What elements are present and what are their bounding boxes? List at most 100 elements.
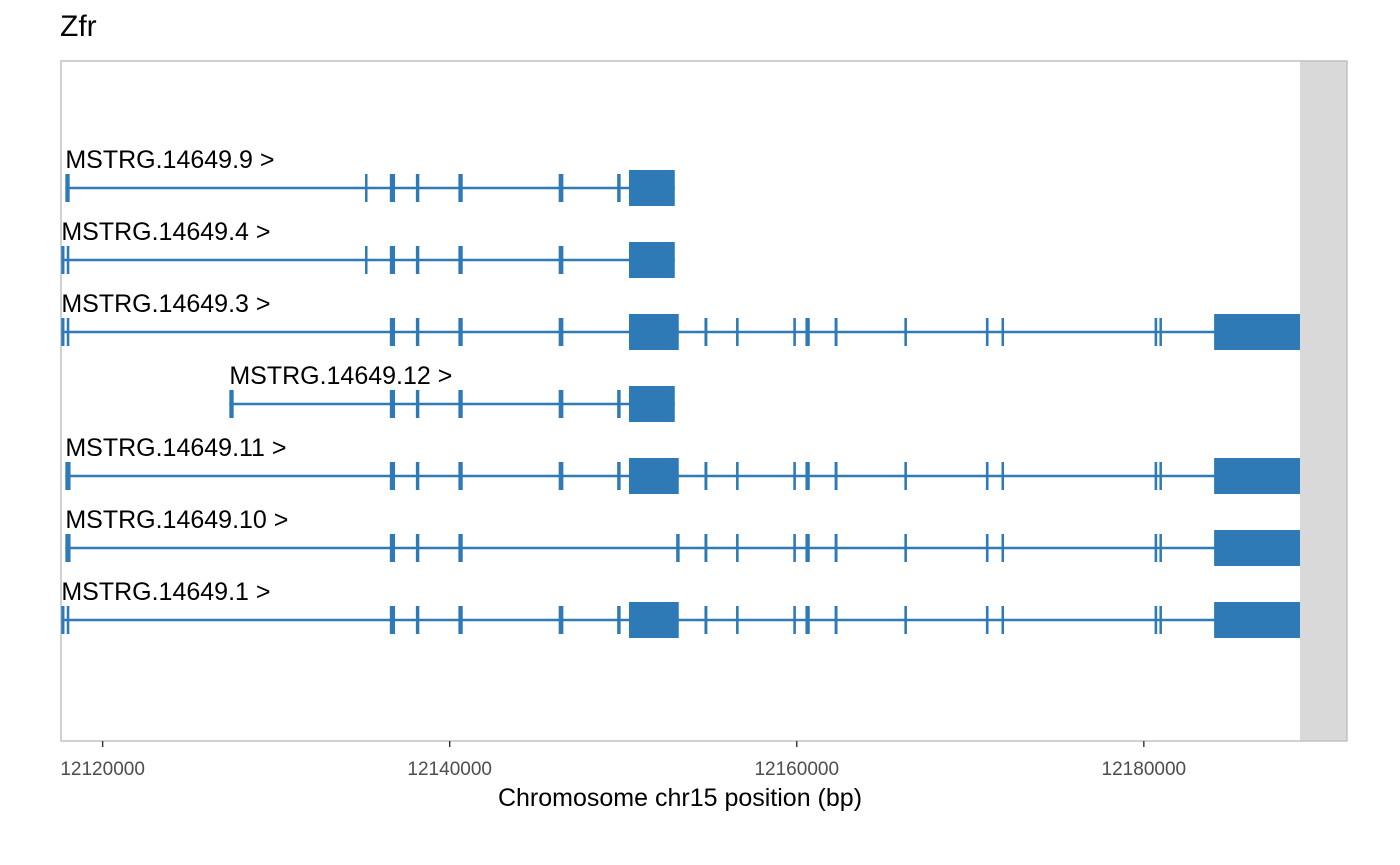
exon bbox=[458, 390, 463, 418]
transcript-MSTRG-14649-3: MSTRG.14649.3 > bbox=[61, 290, 1300, 350]
exon bbox=[834, 534, 838, 562]
exon bbox=[628, 602, 679, 638]
exon bbox=[704, 318, 708, 346]
exon bbox=[736, 606, 739, 634]
exon bbox=[617, 174, 621, 202]
x-tick-label: 12120000 bbox=[60, 759, 145, 780]
exon bbox=[229, 390, 234, 418]
transcript-MSTRG-14649-9: MSTRG.14649.9 > bbox=[65, 146, 675, 206]
exon bbox=[904, 534, 907, 562]
exon bbox=[1159, 318, 1162, 346]
exon bbox=[415, 174, 420, 202]
exon bbox=[1001, 318, 1005, 346]
transcript-label: MSTRG.14649.3 > bbox=[61, 290, 270, 318]
exon bbox=[985, 318, 989, 346]
exon bbox=[805, 462, 810, 490]
transcript-label: MSTRG.14649.1 > bbox=[61, 578, 270, 606]
exon bbox=[558, 390, 564, 418]
exon bbox=[1001, 606, 1005, 634]
exon bbox=[834, 606, 838, 634]
exon bbox=[1154, 462, 1158, 490]
transcript-label: MSTRG.14649.9 > bbox=[65, 146, 274, 174]
exon bbox=[389, 462, 396, 490]
exon bbox=[389, 174, 396, 202]
exon bbox=[676, 534, 680, 562]
exon bbox=[736, 534, 739, 562]
exon bbox=[904, 462, 907, 490]
chart-title: Zfr bbox=[60, 10, 97, 43]
x-tick-label: 12180000 bbox=[1102, 759, 1187, 780]
exon bbox=[834, 318, 838, 346]
exon bbox=[389, 246, 396, 274]
transcript-MSTRG-14649-4: MSTRG.14649.4 > bbox=[61, 218, 675, 278]
exon bbox=[1214, 314, 1300, 350]
exon bbox=[805, 318, 810, 346]
transcript-label: MSTRG.14649.12 > bbox=[229, 362, 452, 390]
exon bbox=[628, 458, 679, 494]
exon bbox=[736, 318, 739, 346]
exon bbox=[61, 318, 65, 346]
exon bbox=[617, 390, 621, 418]
exon bbox=[66, 606, 70, 634]
right-strip bbox=[1300, 61, 1347, 741]
x-axis: 12120000 12140000 12160000 12180000 bbox=[60, 741, 1186, 780]
x-tick-label: 12140000 bbox=[407, 759, 492, 780]
transcript-tracks: MSTRG.14649.9 > MSTRG.14649.4 > MSTRG.1464… bbox=[61, 146, 1300, 638]
exon bbox=[834, 462, 838, 490]
exon bbox=[415, 246, 420, 274]
panel-background bbox=[61, 61, 1300, 741]
exon bbox=[458, 534, 463, 562]
exon bbox=[1159, 534, 1162, 562]
exon bbox=[415, 390, 420, 418]
exon bbox=[558, 246, 564, 274]
exon bbox=[736, 462, 739, 490]
exon bbox=[628, 170, 675, 206]
exon bbox=[985, 606, 989, 634]
exon bbox=[558, 318, 564, 346]
exon bbox=[558, 174, 564, 202]
exon bbox=[458, 462, 463, 490]
exon bbox=[65, 534, 71, 562]
exon bbox=[389, 606, 396, 634]
exon bbox=[389, 390, 396, 418]
exon bbox=[365, 174, 368, 202]
exon bbox=[66, 246, 70, 274]
exon bbox=[628, 314, 679, 350]
exon bbox=[793, 318, 796, 346]
exon bbox=[617, 462, 621, 490]
exon bbox=[1001, 462, 1005, 490]
exon bbox=[628, 242, 675, 278]
exon bbox=[1214, 602, 1300, 638]
exon bbox=[1154, 606, 1158, 634]
exon bbox=[904, 606, 907, 634]
exon bbox=[458, 246, 463, 274]
exon bbox=[458, 174, 463, 202]
exon bbox=[1159, 606, 1162, 634]
exon bbox=[704, 534, 708, 562]
exon bbox=[704, 606, 708, 634]
exon bbox=[904, 318, 907, 346]
exon bbox=[558, 606, 564, 634]
transcript-MSTRG-14649-10: MSTRG.14649.10 > bbox=[65, 506, 1300, 566]
exon bbox=[389, 318, 396, 346]
exon bbox=[415, 318, 420, 346]
exon bbox=[415, 534, 420, 562]
exon bbox=[1159, 462, 1162, 490]
transcript-MSTRG-14649-11: MSTRG.14649.11 > bbox=[65, 434, 1300, 494]
exon bbox=[1001, 534, 1005, 562]
exon bbox=[704, 462, 708, 490]
exon bbox=[1154, 534, 1158, 562]
exon bbox=[65, 174, 70, 202]
exon bbox=[793, 462, 796, 490]
exon bbox=[66, 318, 70, 346]
exon bbox=[389, 534, 396, 562]
panel-border bbox=[60, 60, 1348, 742]
exon bbox=[1154, 318, 1158, 346]
exon bbox=[458, 318, 463, 346]
transcript-MSTRG-14649-1: MSTRG.14649.1 > bbox=[61, 578, 1300, 638]
exon bbox=[415, 462, 420, 490]
exon bbox=[793, 606, 796, 634]
transcript-MSTRG-14649-12: MSTRG.14649.12 > bbox=[229, 362, 675, 422]
x-axis-title: Chromosome chr15 position (bp) bbox=[498, 784, 862, 812]
